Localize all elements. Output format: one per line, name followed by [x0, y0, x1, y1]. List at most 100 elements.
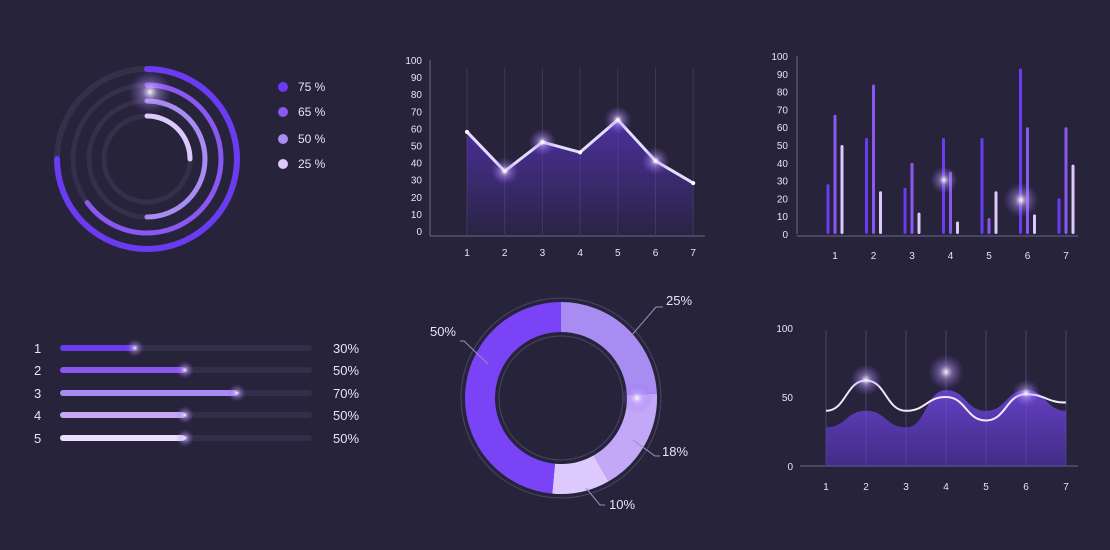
y-tick-label: 90: [777, 70, 789, 81]
y-tick-label: 80: [411, 90, 423, 101]
x-tick-label: 4: [943, 482, 949, 493]
legend-label: 65 %: [298, 105, 326, 119]
y-tick-label: 90: [411, 73, 423, 84]
wave-glow: [1012, 379, 1040, 407]
wave-area-chart: 0 50 100 1 2 3 4 5 6 7: [776, 324, 1078, 493]
y-tick-label: 100: [405, 56, 422, 67]
x-tick-label: 2: [871, 251, 877, 262]
radial-arc: [54, 66, 240, 252]
row-index-label: 5: [34, 431, 41, 446]
legend-label: 25 %: [298, 157, 326, 171]
bar-fill: [60, 412, 185, 418]
x-tick-label: 6: [1023, 482, 1029, 493]
y-tick-label: 50: [411, 142, 423, 153]
leader-line: [630, 306, 663, 337]
radial-arc: [144, 113, 193, 162]
area-series: [826, 390, 1066, 466]
value-label: 70%: [333, 386, 359, 401]
y-tick-label: 100: [776, 324, 793, 335]
inner-ring: [498, 335, 624, 461]
y-tick-label: 40: [411, 159, 423, 170]
leader-line: [585, 487, 605, 506]
bar-fill: [60, 390, 237, 396]
x-tick-label: 6: [653, 248, 659, 259]
y-tick-label: 60: [411, 124, 423, 135]
slice-label: 10%: [609, 497, 635, 512]
x-tick-label: 4: [948, 251, 954, 262]
y-tick-label: 0: [416, 227, 422, 238]
legend-swatch: [278, 134, 288, 144]
y-tick-label: 0: [787, 462, 793, 473]
x-tick-label: 7: [1063, 482, 1069, 493]
donut-chart: 25% 18% 10% 50%: [430, 293, 692, 512]
bar-glow: [1003, 182, 1039, 218]
bar: [1071, 164, 1075, 234]
wave-glow: [850, 364, 882, 396]
y-tick-label: 80: [777, 88, 789, 99]
legend-swatch: [278, 107, 288, 117]
slice-label: 25%: [666, 293, 692, 308]
leader-line: [460, 340, 489, 365]
legend-swatch: [278, 82, 288, 92]
data-point: [691, 181, 696, 186]
data-point: [578, 150, 583, 155]
bar: [1026, 127, 1029, 234]
x-tick-label: 5: [986, 251, 992, 262]
y-tick-label: 100: [771, 52, 788, 63]
bar: [994, 191, 998, 234]
donut-slice: [465, 302, 562, 494]
y-tick-label: 30: [777, 177, 789, 188]
x-tick-label: 5: [615, 248, 621, 259]
value-label: 50%: [333, 431, 359, 446]
donut-glow: [621, 382, 653, 414]
y-tick-label: 20: [777, 194, 789, 205]
bar: [840, 145, 844, 234]
bar: [987, 217, 991, 234]
bar-fill: [60, 435, 185, 441]
area-fill: [467, 119, 694, 236]
bar-end-glow: [176, 406, 194, 424]
x-tick-label: 1: [823, 482, 829, 493]
leader-line: [632, 439, 660, 457]
radial-progress-chart: 75 % 65 % 50 % 25 %: [54, 66, 326, 252]
y-tick-label: 40: [777, 159, 789, 170]
x-tick-label: 1: [832, 251, 838, 262]
y-tick-label: 60: [777, 123, 789, 134]
radial-glow: [128, 70, 172, 114]
data-point: [465, 129, 469, 134]
x-tick-label: 5: [983, 482, 989, 493]
bar-end-glow: [176, 429, 194, 447]
donut-slice: [552, 455, 609, 494]
bar: [980, 137, 984, 234]
value-label: 50%: [333, 408, 359, 423]
horizontal-progress-chart: 1 30% 2 50% 3 70% 4 50% 5 50%: [34, 339, 359, 447]
point-glow: [490, 157, 519, 186]
y-tick-label: 30: [411, 176, 423, 187]
x-tick-label: 3: [903, 482, 909, 493]
bar: [1033, 214, 1036, 234]
x-tick-label: 1: [464, 248, 470, 259]
bar: [1057, 198, 1061, 234]
bar: [833, 114, 837, 234]
x-tick-label: 3: [540, 248, 546, 259]
row-index-label: 1: [34, 341, 41, 356]
y-tick-label: 0: [782, 230, 788, 241]
row-index-label: 2: [34, 363, 41, 378]
y-tick-label: 50: [777, 141, 789, 152]
legend-label: 50 %: [298, 132, 326, 146]
radial-arc: [84, 82, 224, 236]
y-tick-label: 20: [411, 193, 423, 204]
x-tick-label: 7: [1063, 251, 1069, 262]
x-tick-label: 4: [577, 248, 583, 259]
bar: [826, 184, 830, 234]
bar: [903, 187, 907, 234]
y-tick-label: 10: [777, 212, 789, 223]
slice-label: 18%: [662, 444, 688, 459]
grouped-bar-chart: 0 10 20 30 40 50 60 70 80 90 100 1 2 3 4 5 6 7: [771, 52, 1078, 262]
x-tick-label: 2: [502, 248, 508, 259]
bar: [956, 221, 959, 234]
y-tick-label: 70: [411, 107, 423, 118]
row-index-label: 3: [34, 386, 41, 401]
